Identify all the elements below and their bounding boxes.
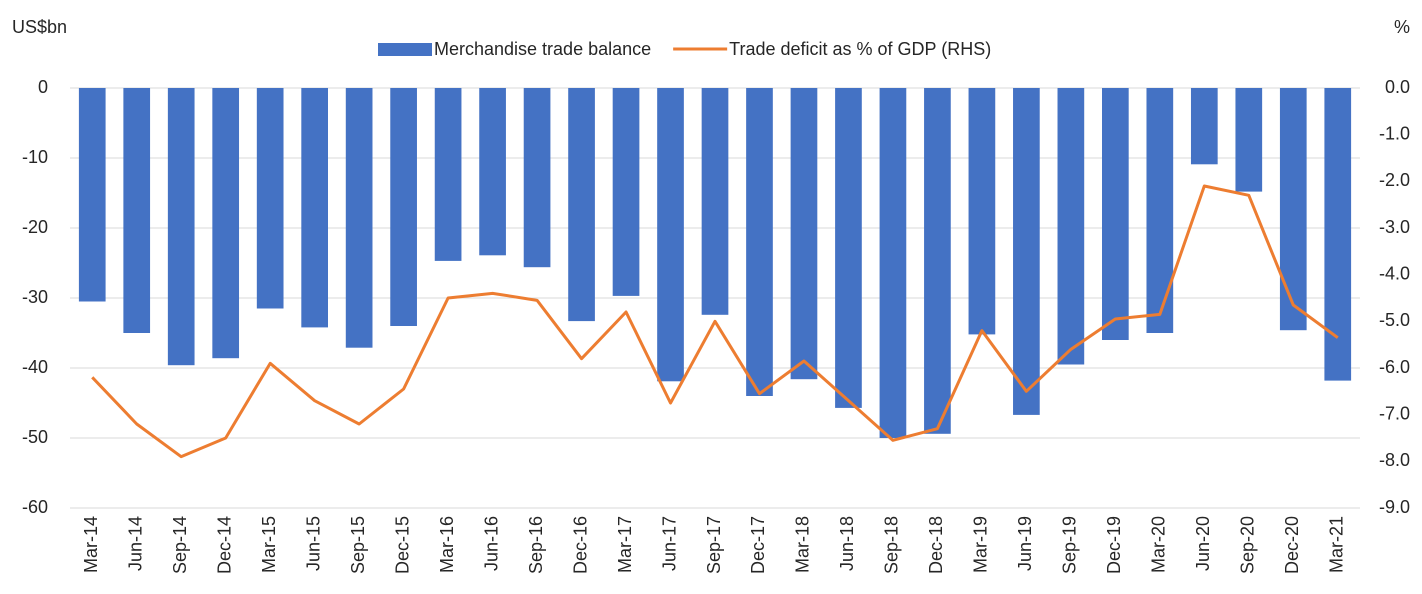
x-tick-label: Sep-17 xyxy=(704,516,724,574)
x-tick-label: Mar-19 xyxy=(971,516,991,573)
x-tick-label: Dec-14 xyxy=(214,516,234,574)
y-tick-label: -40 xyxy=(22,357,48,377)
x-tick-label: Mar-15 xyxy=(259,516,279,573)
bar xyxy=(568,88,595,322)
bar xyxy=(1102,88,1129,340)
y2-tick-label: -5.0 xyxy=(1379,310,1410,330)
x-tick-label: Dec-18 xyxy=(926,516,946,574)
x-tick-label: Jun-20 xyxy=(1193,516,1213,571)
bar xyxy=(212,88,240,359)
x-tick-label: Dec-15 xyxy=(392,516,412,574)
x-tick-label: Jun-14 xyxy=(125,516,145,571)
bar xyxy=(1235,88,1263,192)
bar xyxy=(1190,88,1218,165)
bar xyxy=(746,88,773,396)
bar xyxy=(657,88,684,382)
x-tick-label: Sep-15 xyxy=(348,516,368,574)
x-tick-label: Jun-15 xyxy=(303,516,323,571)
y2-tick-label: -4.0 xyxy=(1379,263,1410,283)
bar xyxy=(167,88,195,366)
bar xyxy=(612,88,640,296)
x-tick-label: Jun-19 xyxy=(1015,516,1035,571)
x-tick-label: Sep-16 xyxy=(526,516,546,574)
y2-tick-label: -9.0 xyxy=(1379,497,1410,517)
y2-tick-label: -2.0 xyxy=(1379,170,1410,190)
x-tick-label: Mar-20 xyxy=(1149,516,1169,573)
bar xyxy=(345,88,373,348)
y-tick-label: -10 xyxy=(22,147,48,167)
y2-tick-label: -6.0 xyxy=(1379,357,1410,377)
y-tick-label: -30 xyxy=(22,287,48,307)
bar xyxy=(879,88,907,438)
y2-tick-label: -7.0 xyxy=(1379,403,1410,423)
legend-label: Trade deficit as % of GDP (RHS) xyxy=(729,39,991,59)
bar xyxy=(434,88,462,261)
y2-tick-label: 0.0 xyxy=(1385,77,1410,97)
bar xyxy=(479,88,506,256)
bar xyxy=(701,88,729,315)
bar xyxy=(924,88,951,434)
bar xyxy=(1279,88,1307,331)
bar xyxy=(390,88,417,326)
x-tick-label: Sep-20 xyxy=(1238,516,1258,574)
y-tick-label: -60 xyxy=(22,497,48,517)
x-tick-label: Sep-14 xyxy=(170,516,190,574)
y-axis-label: US$bn xyxy=(12,17,67,37)
x-tick-label: Mar-18 xyxy=(793,516,813,573)
x-tick-label: Jun-18 xyxy=(837,516,857,571)
x-tick-label: Dec-17 xyxy=(748,516,768,574)
y2-tick-label: -3.0 xyxy=(1379,217,1410,237)
bar xyxy=(123,88,151,333)
bar xyxy=(1146,88,1174,333)
bar xyxy=(835,88,862,408)
x-tick-label: Dec-19 xyxy=(1104,516,1124,574)
x-tick-label: Mar-16 xyxy=(437,516,457,573)
legend-label: Merchandise trade balance xyxy=(434,39,651,59)
x-tick-label: Sep-18 xyxy=(882,516,902,574)
x-tick-label: Mar-17 xyxy=(615,516,635,573)
bar xyxy=(968,88,996,335)
bar xyxy=(1057,88,1085,365)
line xyxy=(91,184,1339,459)
x-tick-label: Sep-19 xyxy=(1060,516,1080,574)
legend-swatch xyxy=(378,43,432,56)
x-tick-label: Mar-14 xyxy=(81,516,101,573)
bar xyxy=(1013,88,1040,415)
y-tick-label: 0 xyxy=(38,77,48,97)
bar xyxy=(790,88,818,380)
y2-axis-label: % xyxy=(1394,17,1410,37)
x-tick-label: Dec-16 xyxy=(570,516,590,574)
x-tick-label: Dec-20 xyxy=(1282,516,1302,574)
bar xyxy=(301,88,328,328)
y2-tick-label: -8.0 xyxy=(1379,450,1410,470)
bar xyxy=(256,88,284,309)
x-tick-label: Jun-17 xyxy=(659,516,679,571)
y-tick-label: -20 xyxy=(22,217,48,237)
bar xyxy=(523,88,551,268)
y2-tick-label: -1.0 xyxy=(1379,123,1410,143)
y-tick-label: -50 xyxy=(22,427,48,447)
x-tick-label: Mar-21 xyxy=(1327,516,1347,573)
x-tick-label: Jun-16 xyxy=(481,516,501,571)
bar xyxy=(78,88,106,302)
